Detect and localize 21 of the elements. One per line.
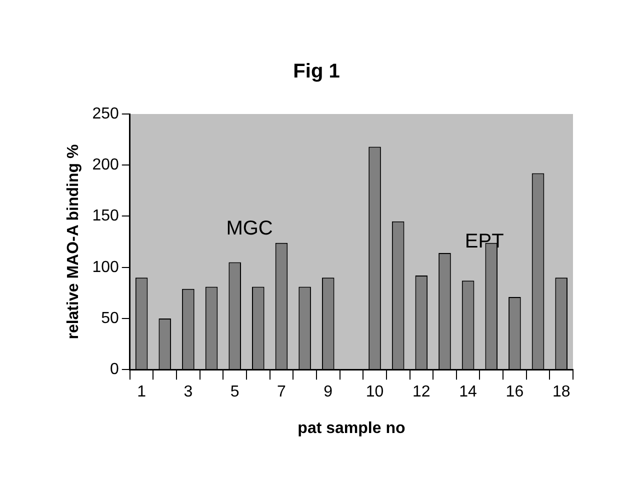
- y-tick-label: 50: [101, 310, 119, 327]
- y-axis-title: relative MAO-A binding %: [65, 144, 82, 340]
- annotation: EPT: [464, 230, 504, 252]
- x-axis-title: pat sample no: [298, 420, 406, 437]
- x-tick-label: 5: [230, 384, 240, 401]
- x-tick-label: 14: [459, 384, 478, 401]
- x-tick-label: 7: [277, 384, 286, 401]
- y-tick-label: 150: [92, 208, 119, 225]
- y-tick-label: 200: [92, 156, 119, 174]
- x-tick-label: 18: [552, 384, 570, 401]
- x-tick-label: 1: [137, 384, 146, 401]
- x-tick-label: 16: [506, 384, 524, 401]
- x-tick-label: 3: [184, 384, 193, 401]
- x-tick-label: 10: [366, 384, 384, 401]
- x-tick-label: 12: [412, 384, 430, 401]
- y-tick-label: 100: [92, 258, 119, 276]
- y-tick-label: 250: [92, 105, 119, 122]
- x-tick-label: 9: [324, 384, 333, 401]
- y-tick-label: 0: [110, 361, 119, 378]
- annotation: MGC: [226, 218, 273, 240]
- chart-title: Fig 1: [293, 60, 340, 83]
